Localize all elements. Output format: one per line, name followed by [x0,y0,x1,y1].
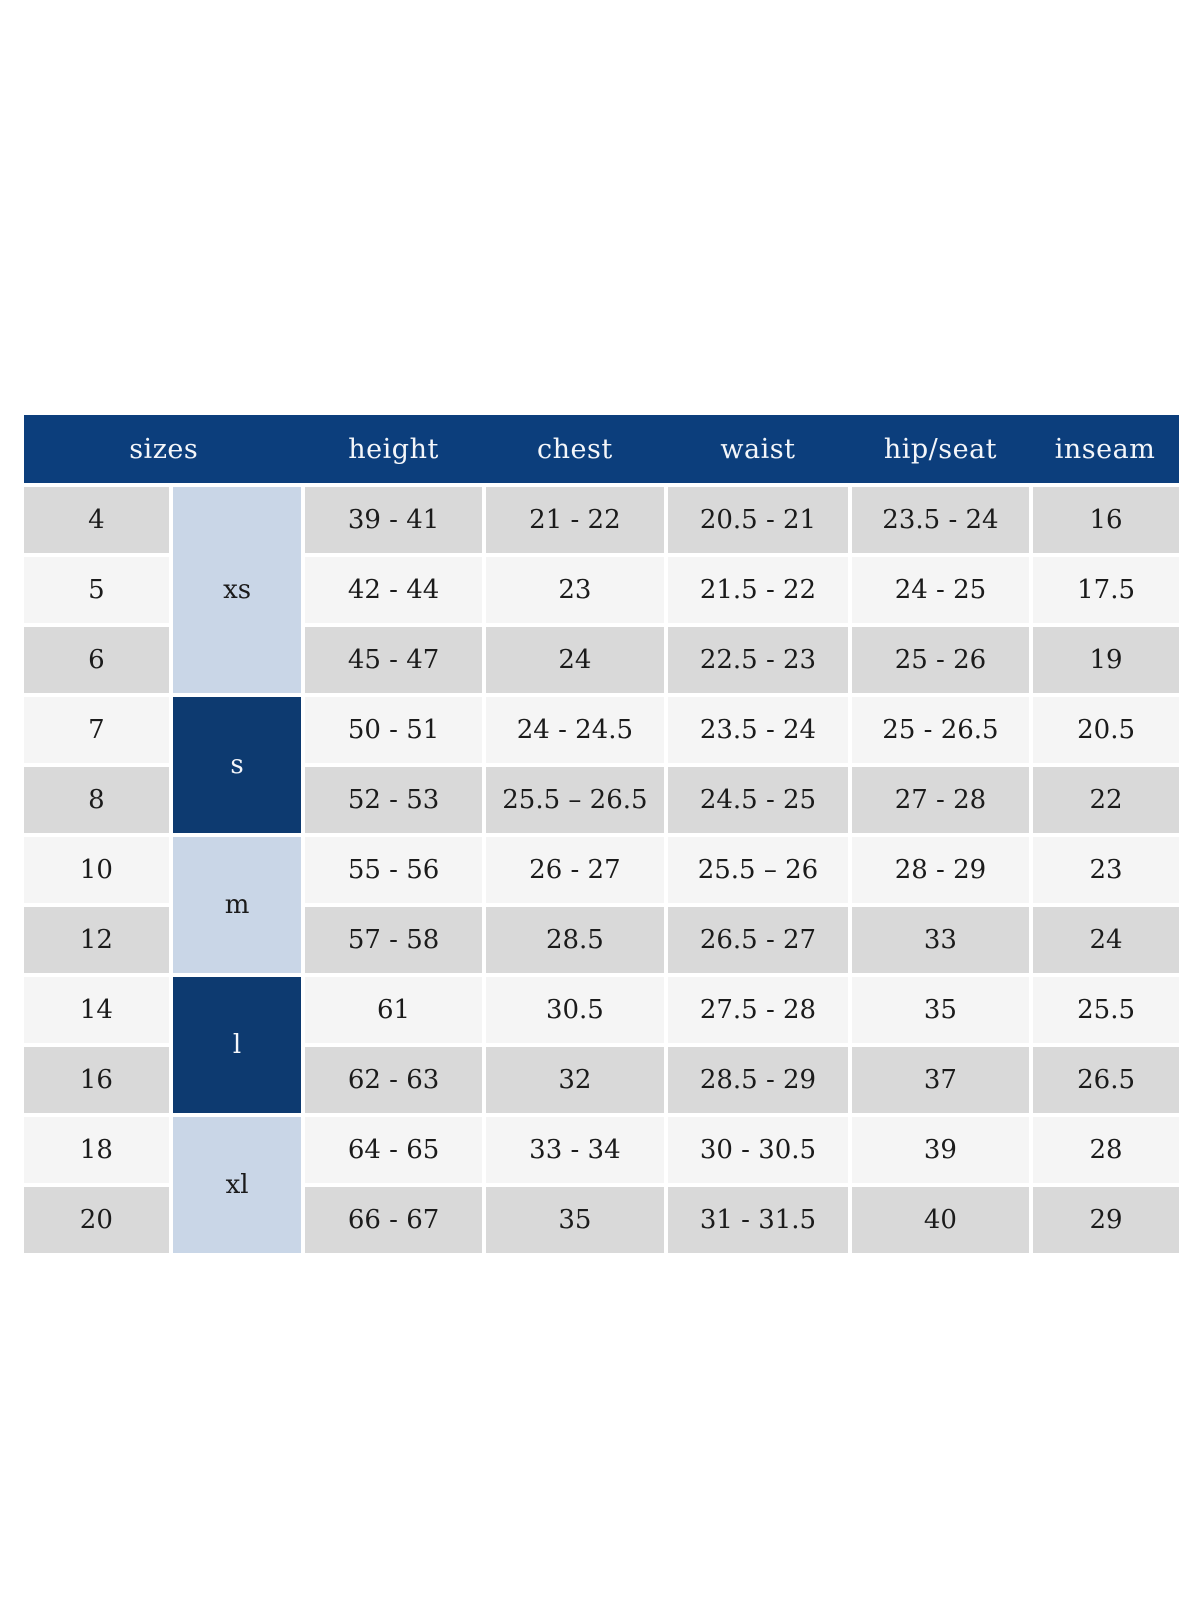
cell-chest: 33 - 34 [481,1113,667,1185]
cell-hip-seat: 27 - 28 [847,763,1032,835]
cell-chest: 24 - 24.5 [481,693,667,765]
cell-hip-seat: 23.5 - 24 [847,483,1032,555]
cell-waist: 22.5 - 23 [664,623,850,695]
cell-hip-seat: 33 [847,903,1032,975]
cell-height: 55 - 56 [301,833,484,905]
cell-size: 12 [24,903,171,975]
cell-height: 61 [301,973,484,1045]
cell-height: 42 - 44 [301,553,484,625]
cell-inseam: 28 [1029,1113,1179,1185]
cell-inseam: 16 [1029,483,1179,555]
cell-height: 50 - 51 [301,693,484,765]
size-group-s: s [168,693,304,835]
size-chart-table: sizes height chest waist hip/seat inseam… [24,415,1179,1253]
table-row: 12 57 - 58 28.5 26.5 - 27 33 24 [24,903,1179,975]
cell-size: 14 [24,973,171,1045]
cell-size: 8 [24,763,171,835]
table-row: 4 xs 39 - 41 21 - 22 20.5 - 21 23.5 - 24… [24,483,1179,695]
cell-height: 52 - 53 [301,763,484,835]
cell-chest: 26 - 27 [481,833,667,905]
cell-chest: 35 [481,1183,667,1253]
cell-height: 64 - 65 [301,1113,484,1185]
cell-height: 66 - 67 [301,1183,484,1253]
cell-waist: 20.5 - 21 [664,483,850,555]
cell-size: 16 [24,1043,171,1115]
cell-height: 45 - 47 [301,623,484,695]
cell-hip-seat: 35 [847,973,1032,1045]
cell-height: 57 - 58 [301,903,484,975]
cell-chest: 25.5 – 26.5 [481,763,667,835]
cell-waist: 21.5 - 22 [664,553,850,625]
cell-waist: 31 - 31.5 [664,1183,850,1253]
cell-hip-seat: 28 - 29 [847,833,1032,905]
cell-waist: 30 - 30.5 [664,1113,850,1185]
header-height: height [303,415,484,485]
cell-inseam: 25.5 [1029,973,1179,1045]
size-group-l: l [168,973,304,1115]
header-hip-seat: hip/seat [849,415,1032,485]
table-row: 6 45 - 47 24 22.5 - 23 25 - 26 19 [24,623,1179,695]
cell-inseam: 17.5 [1029,553,1179,625]
table-row: 10 m 55 - 56 26 - 27 25.5 – 26 28 - 29 2… [24,833,1179,975]
cell-chest: 23 [481,553,667,625]
table-header-row: sizes height chest waist hip/seat inseam [24,415,1179,485]
cell-hip-seat: 24 - 25 [847,553,1032,625]
cell-waist: 27.5 - 28 [664,973,850,1045]
table-row: 16 62 - 63 32 28.5 - 29 37 26.5 [24,1043,1179,1115]
cell-size: 20 [24,1183,171,1253]
table-row: 20 66 - 67 35 31 - 31.5 40 29 [24,1183,1179,1253]
table-row: 8 52 - 53 25.5 – 26.5 24.5 - 25 27 - 28 … [24,763,1179,835]
cell-size: 4 [24,483,171,555]
cell-height: 39 - 41 [301,483,484,555]
cell-chest: 32 [481,1043,667,1115]
cell-waist: 23.5 - 24 [664,693,850,765]
cell-hip-seat: 40 [847,1183,1032,1253]
cell-chest: 24 [481,623,667,695]
cell-inseam: 26.5 [1029,1043,1179,1115]
table-row: 18 xl 64 - 65 33 - 34 30 - 30.5 39 28 [24,1113,1179,1253]
cell-waist: 25.5 – 26 [664,833,850,905]
cell-hip-seat: 25 - 26.5 [847,693,1032,765]
cell-inseam: 23 [1029,833,1179,905]
cell-size: 18 [24,1113,171,1185]
size-chart: sizes height chest waist hip/seat inseam… [24,415,1179,1253]
cell-size: 7 [24,693,171,765]
cell-waist: 26.5 - 27 [664,903,850,975]
cell-inseam: 19 [1029,623,1179,695]
cell-inseam: 29 [1029,1183,1179,1253]
cell-size: 10 [24,833,171,905]
size-group-m: m [168,833,304,975]
cell-inseam: 22 [1029,763,1179,835]
header-inseam: inseam [1031,415,1179,485]
header-sizes: sizes [24,415,304,485]
table-row: 14 l 61 30.5 27.5 - 28 35 25.5 [24,973,1179,1115]
cell-height: 62 - 63 [301,1043,484,1115]
header-chest: chest [483,415,667,485]
cell-size: 5 [24,553,171,625]
cell-chest: 28.5 [481,903,667,975]
cell-hip-seat: 25 - 26 [847,623,1032,695]
cell-size: 6 [24,623,171,695]
cell-chest: 30.5 [481,973,667,1045]
header-waist: waist [666,415,850,485]
cell-hip-seat: 39 [847,1113,1032,1185]
table-row: 7 s 50 - 51 24 - 24.5 23.5 - 24 25 - 26.… [24,693,1179,835]
table-row: 5 42 - 44 23 21.5 - 22 24 - 25 17.5 [24,553,1179,625]
cell-hip-seat: 37 [847,1043,1032,1115]
size-group-xl: xl [168,1113,304,1253]
cell-waist: 28.5 - 29 [664,1043,850,1115]
size-group-xs: xs [168,483,304,695]
cell-inseam: 24 [1029,903,1179,975]
cell-chest: 21 - 22 [481,483,667,555]
cell-waist: 24.5 - 25 [664,763,850,835]
cell-inseam: 20.5 [1029,693,1179,765]
